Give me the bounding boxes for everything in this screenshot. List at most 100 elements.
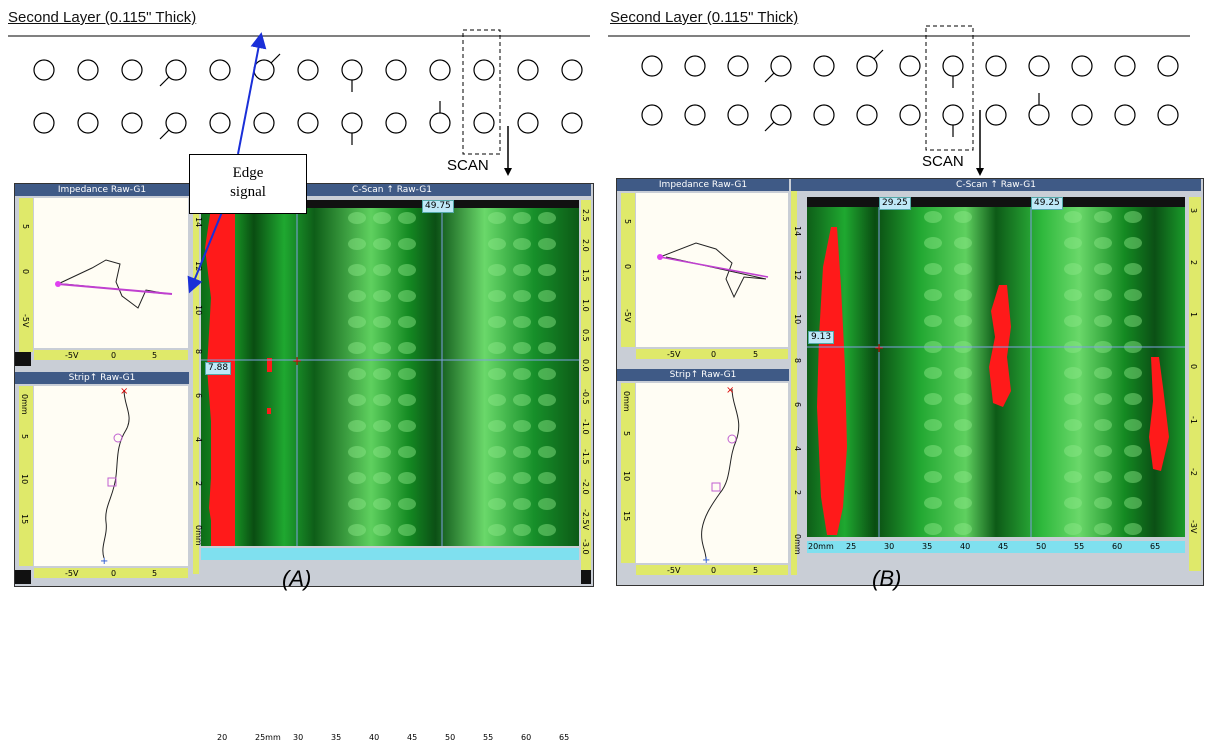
cscan-texture: [538, 212, 556, 224]
cursor-y-tag[interactable]: 7.88: [205, 362, 232, 375]
fastener-hole: [209, 59, 231, 81]
fastener-hole: [33, 59, 55, 81]
cscan-texture: [538, 238, 556, 250]
cscan-image-left[interactable]: +: [201, 208, 579, 546]
cscan-texture: [348, 290, 366, 302]
cscan-texture: [1124, 367, 1142, 379]
cursor-y-tag[interactable]: 9.13: [808, 331, 835, 344]
fastener-hole: [517, 59, 539, 81]
cscan-texture: [1094, 497, 1112, 509]
layer-title-right: Second Layer (0.115" Thick): [610, 9, 799, 26]
cscan-texture: [348, 264, 366, 276]
cscan-texture: [538, 290, 556, 302]
cscan-texture: [348, 238, 366, 250]
cscan-texture: [954, 367, 972, 379]
cscan-x-tick: 55: [1074, 542, 1085, 551]
strip-plot[interactable]: × +: [636, 383, 788, 566]
cscan-texture: [398, 524, 416, 536]
cscan-texture: [954, 393, 972, 405]
cscan-texture: [1064, 445, 1082, 457]
cscan-texture: [1094, 289, 1112, 301]
cscan-top-bar: [807, 197, 1185, 207]
cscan-texture: [538, 420, 556, 432]
cscan-texture: [513, 316, 531, 328]
cscan-texture: [1094, 419, 1112, 431]
cscan-texture: [398, 342, 416, 354]
impedance-plot[interactable]: [636, 193, 788, 347]
cscan-y-tick: 12: [793, 270, 802, 281]
fastener-hole: [473, 59, 495, 81]
cscan-right-tick: 1: [1189, 312, 1198, 318]
cscan-texture: [398, 498, 416, 510]
crack-line: [270, 53, 281, 64]
cscan-texture: [1124, 237, 1142, 249]
cscan-texture: [348, 316, 366, 328]
cscan-right-tick: -3.0: [581, 539, 590, 555]
cscan-texture: [513, 472, 531, 484]
cscan-texture: [513, 446, 531, 458]
fastener-hole: [77, 112, 99, 134]
cscan-right-tick: -3V: [1189, 520, 1198, 534]
svg-text:+: +: [100, 556, 108, 566]
cscan-texture: [513, 524, 531, 536]
cscan-texture: [513, 342, 531, 354]
strip-y-tick: 0mm: [20, 394, 29, 415]
cscan-texture: [398, 420, 416, 432]
cscan-texture: [488, 368, 506, 380]
cursor-x-tag[interactable]: 49.25: [1031, 197, 1063, 210]
imp-x-tick: 0: [711, 350, 717, 359]
cscan-x-axis: [201, 548, 579, 560]
svg-text:×: ×: [120, 386, 128, 397]
cursor-x-tag[interactable]: 29.25: [879, 197, 911, 210]
cscan-texture: [924, 419, 942, 431]
cscan-top-bar: [201, 200, 579, 208]
cscan-right-tick: -1: [1189, 416, 1198, 424]
fastener-hole: [1114, 104, 1136, 126]
scan-label-left: SCAN: [447, 157, 489, 174]
cscan-texture: [924, 445, 942, 457]
fastener-hole: [1071, 55, 1093, 77]
cscan-right-ruler: [581, 200, 591, 574]
fastener-hole: [985, 55, 1007, 77]
strip-y-tick: 5: [622, 431, 631, 437]
cscan-texture: [513, 212, 531, 224]
strip-plot[interactable]: × +: [34, 386, 188, 567]
fastener-hole: [770, 55, 792, 77]
cscan-texture: [488, 420, 506, 432]
fastener-hole: [942, 104, 964, 126]
cscan-texture: [373, 420, 391, 432]
cscan-y-tick: 4: [793, 446, 802, 452]
fastener-hole: [684, 55, 706, 77]
impedance-x-ruler: [636, 349, 788, 359]
impedance-plot[interactable]: [34, 198, 188, 348]
cscan-texture: [488, 446, 506, 458]
cscan-texture: [954, 211, 972, 223]
cscan-texture: [1124, 263, 1142, 275]
fastener-hole: [899, 104, 921, 126]
imp-y-tick: -5V: [623, 309, 632, 323]
cscan-texture: [954, 497, 972, 509]
fastener-hole: [1157, 55, 1179, 77]
strip-x-tick: -5V: [65, 569, 79, 578]
cursor-x-tag[interactable]: 49.75: [422, 200, 454, 213]
cscan-texture: [1064, 393, 1082, 405]
cscan-texture: [488, 394, 506, 406]
cscan-texture: [348, 394, 366, 406]
cscan-texture: [1064, 263, 1082, 275]
cscan-texture: [924, 211, 942, 223]
cscan-texture: [373, 472, 391, 484]
cscan-texture: [348, 472, 366, 484]
fastener-hole: [473, 112, 495, 134]
layer-title-left: Second Layer (0.115" Thick): [8, 9, 197, 26]
cscan-texture: [488, 316, 506, 328]
cscan-right-ruler: [1189, 197, 1201, 571]
cscan-right-tick: 2: [1189, 260, 1198, 266]
imp-y-tick: -5V: [21, 314, 30, 328]
cscan-right-tick: -1.0: [581, 419, 590, 435]
strip-panel-title: Strip↑ Raw-G1: [617, 369, 789, 381]
strip-y-tick: 15: [20, 514, 29, 525]
cscan-image-right[interactable]: +: [807, 207, 1185, 537]
cscan-right-tick: -1.5: [581, 449, 590, 465]
corner-block: [15, 570, 31, 584]
cscan-texture: [1064, 289, 1082, 301]
